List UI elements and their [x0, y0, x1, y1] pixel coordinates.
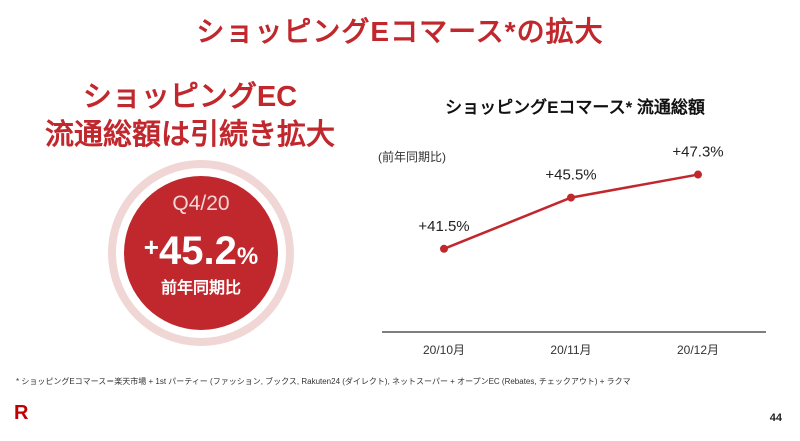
slide-title: ショッピングEコマース*の拡大	[196, 16, 604, 47]
data-point	[694, 170, 702, 179]
badge-label: 前年同期比	[160, 280, 241, 297]
badge-value-unit: %	[236, 243, 259, 270]
series-line	[443, 173, 699, 250]
headline-line-1: ショッピングEC	[82, 81, 298, 113]
data-point	[440, 244, 448, 253]
headline: ショッピングEC 流通総額は引続き拡大	[20, 78, 360, 154]
chart-unit-label: (前年同期比)	[378, 150, 446, 164]
badge-period: Q4/20	[172, 192, 230, 215]
headline-line-2: 流通総額は引続き拡大	[44, 119, 335, 151]
x-tick-label: 20/11月	[550, 343, 591, 357]
badge-value-sign: +	[143, 232, 159, 262]
chart-title: ショッピングEコマース* 流通総額	[445, 98, 705, 117]
x-tick-label: 20/12月	[677, 343, 719, 357]
rakuten-logo-icon: R	[14, 402, 29, 424]
badge-value-number: 45.2	[158, 229, 237, 273]
data-point	[567, 193, 575, 202]
data-label: +47.3%	[672, 144, 723, 161]
x-tick-label: 20/10月	[423, 343, 465, 357]
page-number: 44	[769, 412, 782, 424]
badge-value: +45.2%	[124, 224, 278, 280]
data-label: +41.5%	[418, 218, 469, 235]
growth-badge: Q4/20 +45.2% 前年同期比	[124, 176, 278, 330]
data-label: +45.5%	[545, 167, 596, 184]
footnote: * ショッピングEコマース＝楽天市場 + 1st パーティー (ファッション, …	[16, 377, 631, 386]
